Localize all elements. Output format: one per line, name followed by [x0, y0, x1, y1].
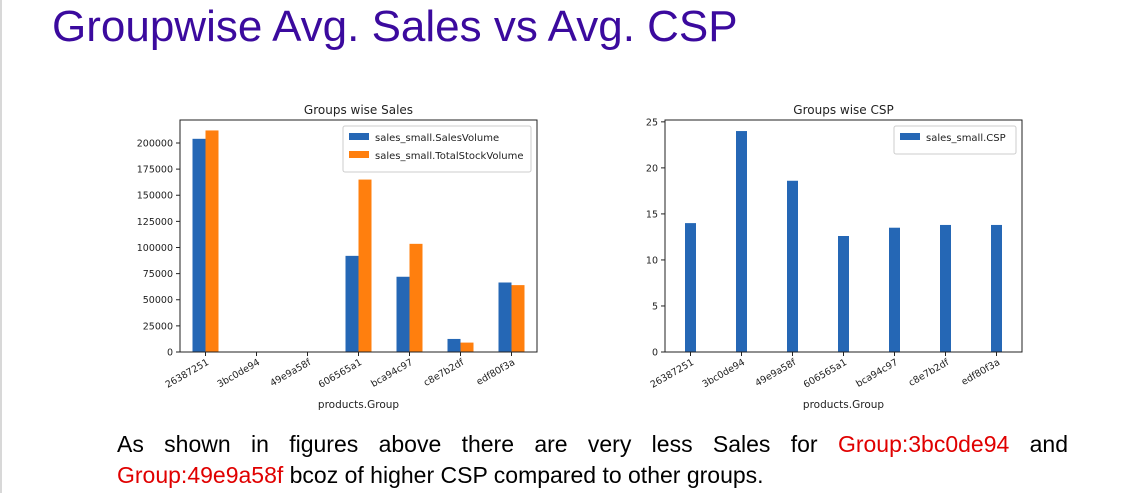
bar-sales_small.SalesVolume-edf80f3a [498, 282, 512, 352]
x-tick-label: 3bc0de94 [701, 357, 747, 390]
y-tick-label: 200000 [137, 138, 173, 149]
bar-sales_small.TotalStockVolume-26387251 [205, 130, 219, 352]
y-tick-label: 75000 [143, 269, 173, 280]
highlight-group-49e9a58f: Group:49e9a58f [117, 462, 284, 488]
legend-swatch [349, 133, 369, 140]
y-tick-label: 5 [652, 301, 658, 312]
y-tick-label: 25000 [143, 321, 173, 332]
legend-label: sales_small.TotalStockVolume [375, 151, 524, 162]
legend-label: sales_small.SalesVolume [375, 133, 499, 144]
slide-left-border [0, 0, 2, 493]
bar-sales_small.TotalStockVolume-edf80f3a [511, 285, 525, 352]
bar-sales_small.CSP-26387251 [685, 223, 696, 352]
y-tick-label: 50000 [143, 295, 173, 306]
legend-box [342, 125, 532, 173]
bar-sales_small.SalesVolume-606565a1 [345, 255, 359, 352]
x-tick-label: 26387251 [649, 357, 696, 391]
x-tick-label: 606565a1 [802, 357, 849, 391]
bar-sales_small.TotalStockVolume-c8e7b2df [460, 342, 474, 352]
bar-sales_small.SalesVolume-26387251 [192, 138, 206, 352]
y-tick-label: 10 [646, 255, 658, 266]
bar-sales_small.CSP-c8e7b2df [940, 224, 951, 352]
legend-swatch [900, 133, 920, 140]
x-tick-label: edf80f3a [960, 357, 1002, 388]
caption-suffix: bcoz of higher CSP compared to other gro… [283, 462, 764, 488]
legend-box [893, 125, 1017, 155]
bar-sales_small.CSP-bca94c97 [889, 227, 900, 352]
x-tick-label: 49e9a58f [753, 357, 798, 389]
y-tick-label: 15 [646, 209, 658, 220]
bar-sales_small.CSP-49e9a58f [787, 180, 798, 352]
bar-sales_small.TotalStockVolume-bca94c97 [409, 243, 423, 352]
y-tick-label: 100000 [137, 243, 173, 254]
caption-prefix: As shown in figures above there are very… [117, 431, 838, 457]
x-tick-label: bca94c97 [854, 357, 900, 390]
x-tick-label: c8e7b2df [907, 357, 952, 389]
legend-label: sales_small.CSP [926, 133, 1006, 144]
bar-sales_small.SalesVolume-c8e7b2df [447, 338, 461, 352]
highlight-group-3bc0de94: Group:3bc0de94 [837, 431, 1010, 457]
bar-sales_small.SalesVolume-bca94c97 [396, 276, 410, 352]
caption: As shown in figures above there are very… [117, 429, 1068, 491]
slide-title: Groupwise Avg. Sales vs Avg. CSP [52, 2, 738, 51]
bar-sales_small.CSP-606565a1 [838, 236, 849, 352]
y-tick-label: 0 [652, 348, 658, 359]
y-tick-label: 20 [646, 163, 658, 174]
bar-sales_small.TotalStockVolume-606565a1 [358, 179, 372, 352]
y-tick-label: 150000 [137, 191, 173, 202]
chart-title: Groups wise CSP [793, 103, 893, 117]
caption-mid: and [1009, 431, 1068, 457]
x-axis-label: products.Group [803, 399, 884, 411]
legend-swatch [349, 151, 369, 158]
csp-chart: Groups wise CSP 0 5 10 15 20 25 26387251 3bc0de9… [646, 103, 1023, 411]
sales-chart: Groups wise Sales 0 25000 50000 75000 100000 1… [137, 103, 538, 411]
y-tick-label: 175000 [137, 165, 173, 176]
bar-sales_small.CSP-edf80f3a [991, 224, 1002, 352]
y-tick-label: 125000 [137, 217, 173, 228]
y-tick-label: 25 [646, 117, 658, 128]
bar-sales_small.CSP-3bc0de94 [736, 131, 747, 352]
y-tick-label: 0 [167, 348, 173, 359]
x-axis-label: products.Group [318, 399, 399, 411]
chart-title: Groups wise Sales [304, 103, 413, 117]
